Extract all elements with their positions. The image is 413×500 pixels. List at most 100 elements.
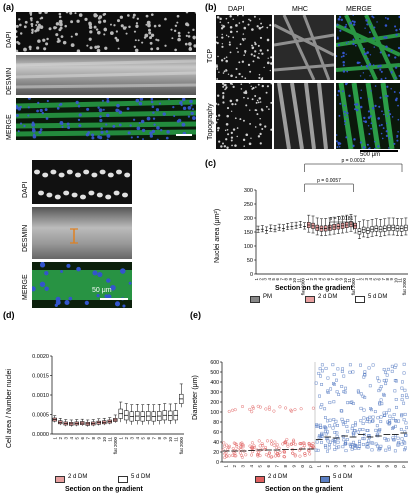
nucleus-dot	[59, 102, 63, 106]
nucleus-dot	[253, 15, 256, 18]
nucleus-dot	[225, 59, 228, 63]
x-tick-label: 7	[367, 465, 372, 468]
nucleus-dot	[174, 48, 177, 52]
nucleus-dot	[158, 102, 162, 105]
nucleus-dot	[394, 25, 397, 28]
nucleus-dot	[77, 118, 81, 122]
data-point	[361, 428, 365, 431]
panel-d-ylabel: Cell area / Number nuclei	[6, 369, 13, 448]
data-point	[293, 454, 297, 458]
nucleus-dot	[241, 60, 245, 63]
nucleus-dot	[259, 101, 262, 103]
nucleus-dot	[217, 126, 220, 130]
data-point	[319, 374, 322, 378]
nucleus-dot	[379, 51, 382, 54]
data-point	[250, 446, 254, 450]
panel-b-col-merge: MERGE	[346, 6, 372, 13]
x-tick-label: 6	[80, 437, 85, 440]
nucleus-dot	[99, 169, 106, 175]
nucleus-dot	[377, 65, 380, 68]
nucleus-dot	[130, 136, 133, 139]
data-point	[267, 407, 272, 411]
nucleus-dot	[269, 69, 271, 72]
nucleus-dot	[236, 127, 239, 129]
data-point	[370, 448, 374, 452]
nucleus-dot	[231, 144, 233, 147]
nucleus-dot	[132, 13, 136, 17]
nucleus-dot	[146, 20, 151, 25]
nucleus-dot	[359, 96, 362, 100]
nucleus-dot	[132, 118, 136, 121]
data-point	[284, 406, 288, 410]
nucleus-dot	[234, 103, 237, 106]
nucleus-dot	[372, 106, 375, 110]
nucleus-dot	[96, 192, 103, 198]
data-point	[402, 401, 406, 405]
nucleus-dot	[259, 117, 261, 120]
nucleus-dot	[216, 41, 219, 45]
nucleus-dot	[55, 22, 59, 26]
nucleus-dot	[16, 35, 18, 38]
data-point	[256, 454, 260, 458]
data-point	[227, 444, 231, 448]
nucleus-dot	[97, 20, 102, 24]
data-point	[367, 420, 371, 424]
data-point	[395, 405, 398, 409]
data-point	[346, 401, 350, 405]
nucleus-dot	[106, 138, 109, 140]
y-tick-label: 150	[244, 230, 253, 236]
nucleus-dot	[247, 97, 249, 100]
nucleus-dot	[343, 110, 346, 113]
data-point	[366, 417, 370, 421]
data-point	[384, 378, 388, 382]
nucleus-dot	[181, 98, 186, 102]
nucleus-dot	[256, 25, 259, 28]
nucleus-dot	[336, 37, 339, 40]
nucleus-dot	[118, 110, 123, 115]
data-point	[387, 421, 391, 425]
nucleus-dot	[156, 126, 160, 130]
nucleus-dot	[153, 24, 157, 28]
data-point	[383, 413, 387, 417]
nucleus-dot	[374, 104, 377, 108]
nucleus-dot	[354, 44, 357, 47]
nucleus-dot	[339, 142, 342, 145]
nucleus-dot	[236, 135, 238, 138]
data-point	[319, 435, 323, 439]
data-point	[379, 444, 383, 448]
panel-a-zoom-dapi	[32, 160, 132, 204]
data-point	[400, 394, 404, 398]
nucleus-dot	[150, 47, 154, 51]
nucleus-dot	[352, 15, 354, 16]
data-point	[353, 443, 357, 447]
nucleus-dot	[45, 117, 49, 120]
nucleus-dot	[162, 112, 166, 116]
x-tick-label: flat 2000	[179, 437, 184, 455]
data-point	[365, 417, 369, 421]
nucleus-dot	[220, 59, 224, 62]
nucleus-dot	[216, 68, 219, 70]
data-point	[265, 439, 270, 443]
data-point	[337, 393, 341, 396]
nucleus-dot	[254, 95, 257, 97]
nucleus-dot	[384, 16, 387, 19]
nucleus-dot	[117, 47, 120, 50]
panel-b-topo-mhc	[274, 83, 334, 149]
nucleus-dot	[99, 118, 103, 123]
data-point	[333, 430, 337, 434]
nucleus-dot	[260, 77, 264, 80]
nucleus-dot	[251, 46, 255, 50]
nucleus-dot	[346, 83, 349, 84]
data-point	[324, 366, 328, 370]
y-tick-label: 100	[244, 244, 253, 250]
nucleus-dot	[225, 34, 228, 37]
nucleus-dot	[137, 39, 140, 42]
data-point	[274, 446, 278, 450]
nucleus-dot	[230, 139, 233, 142]
nucleus-dot	[55, 300, 61, 305]
data-point	[267, 451, 271, 455]
nucleus-dot	[225, 56, 228, 58]
nucleus-dot	[397, 46, 400, 50]
data-point	[328, 424, 332, 428]
nucleus-dot	[133, 30, 137, 33]
